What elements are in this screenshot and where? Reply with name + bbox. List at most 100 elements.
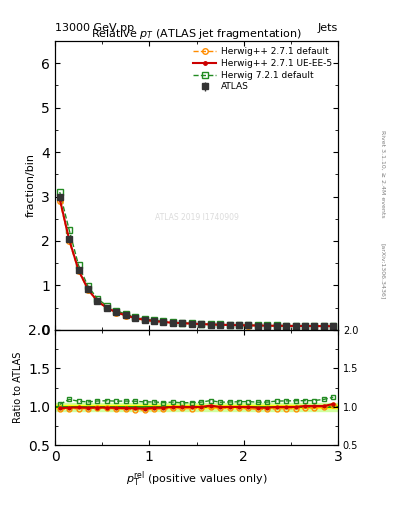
Herwig++ 2.7.1 default [246, 323, 251, 329]
Legend: Herwig++ 2.7.1 default, Herwig++ 2.7.1 UE-EE-5, Herwig 7.2.1 default, ATLAS: Herwig++ 2.7.1 default, Herwig++ 2.7.1 U… [190, 44, 335, 95]
Herwig++ 2.7.1 UE-EE-5 [255, 323, 260, 329]
Herwig++ 2.7.1 default [199, 321, 204, 327]
Herwig++ 2.7.1 default [189, 321, 194, 327]
Herwig++ 2.7.1 UE-EE-5 [161, 319, 166, 325]
Herwig 7.2.1 default [274, 323, 279, 329]
Herwig++ 2.7.1 default [321, 323, 326, 329]
Herwig 7.2.1 default [95, 296, 100, 302]
Herwig++ 2.7.1 UE-EE-5 [76, 267, 81, 273]
Herwig++ 2.7.1 default [227, 322, 232, 328]
Herwig++ 2.7.1 default [180, 321, 185, 327]
Herwig 7.2.1 default [331, 323, 336, 329]
Text: ATLAS 2019 I1740909: ATLAS 2019 I1740909 [154, 213, 239, 222]
Herwig++ 2.7.1 default [142, 317, 147, 323]
Herwig 7.2.1 default [123, 311, 128, 317]
Herwig++ 2.7.1 UE-EE-5 [284, 323, 288, 329]
Herwig++ 2.7.1 UE-EE-5 [246, 323, 251, 329]
Herwig 7.2.1 default [171, 319, 175, 326]
Herwig++ 2.7.1 UE-EE-5 [237, 322, 241, 328]
Herwig++ 2.7.1 default [265, 323, 270, 329]
Text: [arXiv:1306.3436]: [arXiv:1306.3436] [381, 243, 386, 300]
Herwig 7.2.1 default [189, 320, 194, 326]
X-axis label: $p_{\mathrm{T}}^{\mathrm{rel}}$ (positive values only): $p_{\mathrm{T}}^{\mathrm{rel}}$ (positiv… [126, 470, 267, 489]
Herwig++ 2.7.1 default [95, 298, 100, 305]
Herwig++ 2.7.1 default [171, 320, 175, 326]
Line: Herwig++ 2.7.1 default: Herwig++ 2.7.1 default [57, 198, 336, 329]
Herwig++ 2.7.1 default [133, 315, 138, 322]
Herwig 7.2.1 default [293, 323, 298, 329]
Herwig++ 2.7.1 UE-EE-5 [57, 196, 62, 202]
Herwig++ 2.7.1 default [86, 287, 90, 293]
Herwig 7.2.1 default [237, 322, 241, 328]
Herwig 7.2.1 default [161, 318, 166, 325]
Herwig++ 2.7.1 default [303, 323, 307, 329]
Herwig++ 2.7.1 UE-EE-5 [208, 322, 213, 328]
Herwig++ 2.7.1 UE-EE-5 [86, 286, 90, 292]
Herwig 7.2.1 default [86, 283, 90, 289]
Y-axis label: fraction/bin: fraction/bin [26, 154, 36, 218]
Herwig++ 2.7.1 UE-EE-5 [293, 323, 298, 329]
Herwig++ 2.7.1 default [76, 268, 81, 274]
Herwig++ 2.7.1 default [57, 198, 62, 204]
Herwig++ 2.7.1 default [67, 238, 72, 244]
Bar [55, 403, 338, 411]
Herwig++ 2.7.1 UE-EE-5 [133, 315, 138, 321]
Herwig++ 2.7.1 UE-EE-5 [95, 298, 100, 304]
Herwig++ 2.7.1 default [284, 323, 288, 329]
Herwig++ 2.7.1 UE-EE-5 [142, 317, 147, 323]
Herwig++ 2.7.1 UE-EE-5 [265, 323, 270, 329]
Herwig++ 2.7.1 UE-EE-5 [171, 319, 175, 326]
Herwig++ 2.7.1 default [123, 313, 128, 319]
Herwig++ 2.7.1 UE-EE-5 [114, 309, 119, 315]
Herwig 7.2.1 default [105, 303, 109, 309]
Herwig++ 2.7.1 UE-EE-5 [180, 320, 185, 326]
Herwig 7.2.1 default [218, 322, 222, 328]
Herwig 7.2.1 default [57, 189, 62, 195]
Herwig++ 2.7.1 default [218, 322, 222, 328]
Line: Herwig++ 2.7.1 UE-EE-5: Herwig++ 2.7.1 UE-EE-5 [58, 197, 335, 328]
Herwig 7.2.1 default [142, 316, 147, 322]
Herwig 7.2.1 default [246, 322, 251, 328]
Herwig++ 2.7.1 default [237, 322, 241, 328]
Herwig++ 2.7.1 UE-EE-5 [189, 321, 194, 327]
Herwig++ 2.7.1 default [208, 322, 213, 328]
Herwig++ 2.7.1 UE-EE-5 [321, 323, 326, 329]
Herwig 7.2.1 default [133, 314, 138, 320]
Herwig++ 2.7.1 default [312, 323, 317, 329]
Line: Herwig 7.2.1 default: Herwig 7.2.1 default [57, 189, 336, 329]
Herwig 7.2.1 default [284, 323, 288, 329]
Herwig++ 2.7.1 UE-EE-5 [105, 305, 109, 311]
Herwig++ 2.7.1 default [105, 305, 109, 311]
Herwig++ 2.7.1 UE-EE-5 [274, 323, 279, 329]
Herwig++ 2.7.1 UE-EE-5 [152, 318, 156, 324]
Herwig 7.2.1 default [76, 262, 81, 268]
Text: Jets: Jets [318, 23, 338, 33]
Herwig 7.2.1 default [152, 317, 156, 324]
Herwig++ 2.7.1 UE-EE-5 [312, 323, 317, 329]
Herwig++ 2.7.1 default [152, 318, 156, 324]
Herwig 7.2.1 default [303, 323, 307, 329]
Herwig++ 2.7.1 default [293, 323, 298, 329]
Herwig 7.2.1 default [255, 322, 260, 328]
Herwig++ 2.7.1 default [274, 323, 279, 329]
Herwig++ 2.7.1 default [161, 319, 166, 325]
Herwig++ 2.7.1 UE-EE-5 [218, 322, 222, 328]
Bar [55, 406, 338, 409]
Herwig 7.2.1 default [321, 323, 326, 329]
Herwig++ 2.7.1 UE-EE-5 [227, 322, 232, 328]
Text: 13000 GeV pp: 13000 GeV pp [55, 23, 134, 33]
Herwig 7.2.1 default [208, 321, 213, 327]
Herwig++ 2.7.1 UE-EE-5 [331, 323, 336, 329]
Herwig++ 2.7.1 UE-EE-5 [199, 321, 204, 327]
Title: Relative $p_T$ (ATLAS jet fragmentation): Relative $p_T$ (ATLAS jet fragmentation) [91, 27, 302, 41]
Herwig++ 2.7.1 default [331, 323, 336, 329]
Y-axis label: Ratio to ATLAS: Ratio to ATLAS [13, 352, 23, 423]
Herwig++ 2.7.1 UE-EE-5 [67, 237, 72, 243]
Herwig 7.2.1 default [265, 323, 270, 329]
Herwig++ 2.7.1 UE-EE-5 [123, 312, 128, 318]
Herwig 7.2.1 default [199, 321, 204, 327]
Herwig 7.2.1 default [312, 323, 317, 329]
Herwig 7.2.1 default [114, 308, 119, 314]
Herwig++ 2.7.1 default [255, 323, 260, 329]
Herwig 7.2.1 default [227, 322, 232, 328]
